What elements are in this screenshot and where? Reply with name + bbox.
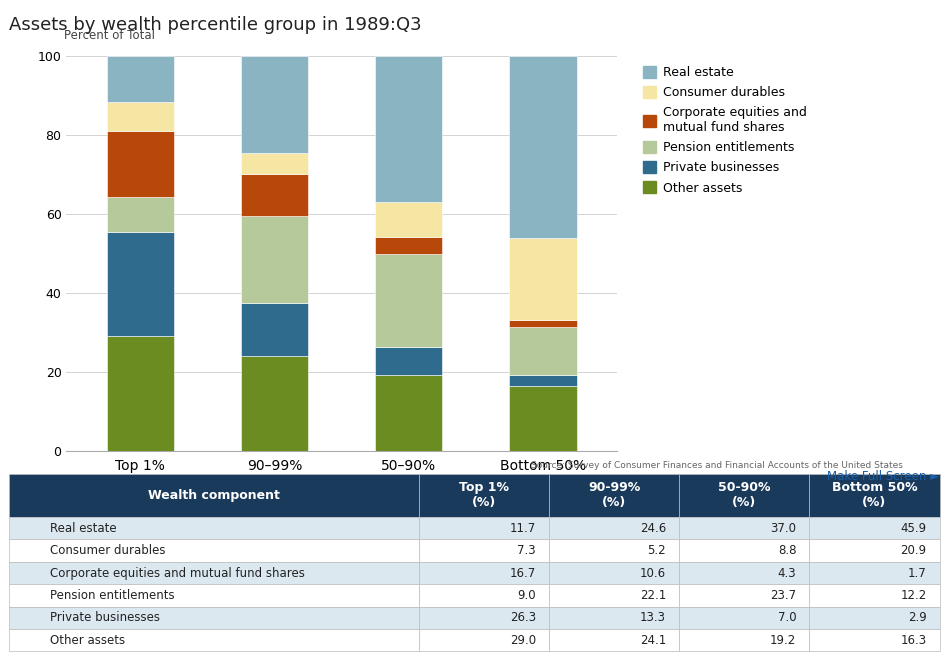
Bar <box>510 57 577 238</box>
Bar <box>241 216 308 303</box>
Text: Percent of Total: Percent of Total <box>64 29 155 42</box>
Bar <box>375 347 442 375</box>
Bar <box>106 56 174 102</box>
Bar <box>241 355 308 451</box>
Bar <box>510 375 577 386</box>
Bar <box>510 320 577 327</box>
Bar <box>375 254 442 347</box>
Bar <box>241 174 308 216</box>
Bar <box>241 303 308 355</box>
Bar <box>106 131 174 197</box>
Bar <box>106 336 174 451</box>
Bar <box>106 102 174 131</box>
Bar <box>510 238 577 320</box>
Bar <box>510 386 577 451</box>
Bar <box>241 153 308 174</box>
Text: Source: Survey of Consumer Finances and Financial Accounts of the United States: Source: Survey of Consumer Finances and … <box>531 461 903 470</box>
Bar <box>241 57 308 153</box>
Text: Make Full Screen ►: Make Full Screen ► <box>828 470 940 484</box>
Bar <box>375 237 442 254</box>
Bar <box>510 327 577 375</box>
Text: Assets by wealth percentile group in 1989:Q3: Assets by wealth percentile group in 198… <box>9 16 422 34</box>
Bar <box>375 375 442 451</box>
Bar <box>375 56 442 202</box>
Bar <box>106 232 174 336</box>
Bar <box>375 202 442 237</box>
Bar <box>106 197 174 232</box>
Legend: Real estate, Consumer durables, Corporate equities and
mutual fund shares, Pensi: Real estate, Consumer durables, Corporat… <box>640 62 811 198</box>
